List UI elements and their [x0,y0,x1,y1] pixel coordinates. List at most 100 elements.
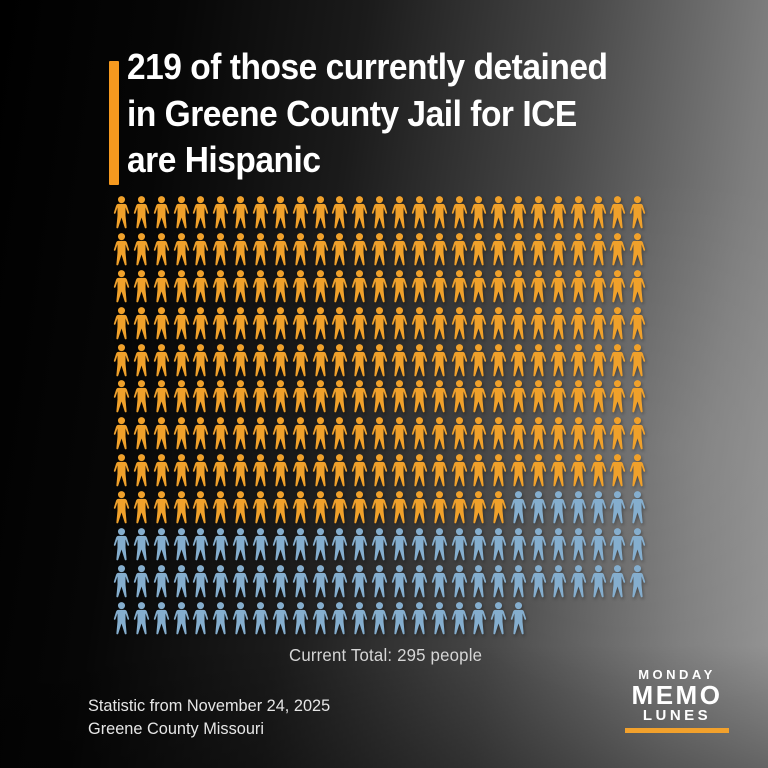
person-icon [292,528,309,562]
person-icon [590,454,607,488]
person-icon [272,417,289,451]
person-icon [212,417,229,451]
person-icon [470,417,487,451]
person-icon [192,565,209,599]
person-icon [629,528,646,562]
person-icon [431,417,448,451]
person-icon [133,565,150,599]
person-icon [451,380,468,414]
person-icon [292,344,309,378]
person-icon [153,602,170,636]
person-icon [431,454,448,488]
person-icon [232,602,249,636]
person-icon [312,454,329,488]
person-icon [252,307,269,341]
person-icon [371,528,388,562]
person-icon [530,270,547,304]
person-icon [331,528,348,562]
person-icon [411,233,428,267]
person-icon [411,602,428,636]
person-icon [212,233,229,267]
person-icon [391,233,408,267]
person-icon [609,307,626,341]
person-icon [609,454,626,488]
person-icon [371,380,388,414]
person-icon [550,233,567,267]
person-icon [451,565,468,599]
person-icon [530,233,547,267]
logo-monday: MONDAY [638,667,716,682]
person-icon [192,602,209,636]
person-icon [192,270,209,304]
person-icon [232,491,249,525]
person-icon [113,270,130,304]
person-icon [312,491,329,525]
person-icon [391,417,408,451]
person-icon [570,380,587,414]
person-icon [609,565,626,599]
person-icon [411,307,428,341]
person-icon [530,565,547,599]
person-icon [470,270,487,304]
person-icon [609,196,626,230]
person-icon [470,233,487,267]
person-icon [212,307,229,341]
person-icon [331,454,348,488]
person-icon [530,528,547,562]
person-icon [173,417,190,451]
person-icon [113,528,130,562]
person-icon [570,233,587,267]
person-icon [173,233,190,267]
headline-line-1: 219 of those currently detained [127,46,608,87]
person-icon [292,270,309,304]
brand-logo: MONDAY MEMO LUNES [610,667,744,733]
person-icon [609,233,626,267]
person-icon [133,454,150,488]
person-icon [312,233,329,267]
person-icon [590,380,607,414]
person-icon [490,528,507,562]
person-icon [629,417,646,451]
person-icon [331,233,348,267]
person-icon [391,454,408,488]
person-icon [470,491,487,525]
person-icon [113,233,130,267]
person-icon [331,380,348,414]
person-icon [431,491,448,525]
person-icon [431,196,448,230]
person-icon [431,380,448,414]
person-icon [113,196,130,230]
person-icon [272,528,289,562]
person-icon [411,565,428,599]
person-icon [312,307,329,341]
person-icon [192,233,209,267]
person-icon [451,454,468,488]
person-icon [590,344,607,378]
person-icon [351,417,368,451]
person-icon [212,196,229,230]
person-icon [629,454,646,488]
person-icon [153,344,170,378]
person-icon [173,380,190,414]
person-icon [192,307,209,341]
person-icon [173,270,190,304]
source-note-line-2: Greene County Missouri [88,719,264,738]
person-icon [331,417,348,451]
person-icon [629,270,646,304]
person-icon [351,196,368,230]
person-icon [133,344,150,378]
person-icon [431,233,448,267]
person-icon [590,491,607,525]
person-icon [133,196,150,230]
person-icon [371,233,388,267]
person-icon [490,491,507,525]
person-icon [411,454,428,488]
person-icon [312,528,329,562]
person-icon [570,307,587,341]
person-icon [431,344,448,378]
person-icon [490,270,507,304]
person-icon [272,491,289,525]
person-icon [292,380,309,414]
person-icon [331,565,348,599]
person-icon [113,602,130,636]
